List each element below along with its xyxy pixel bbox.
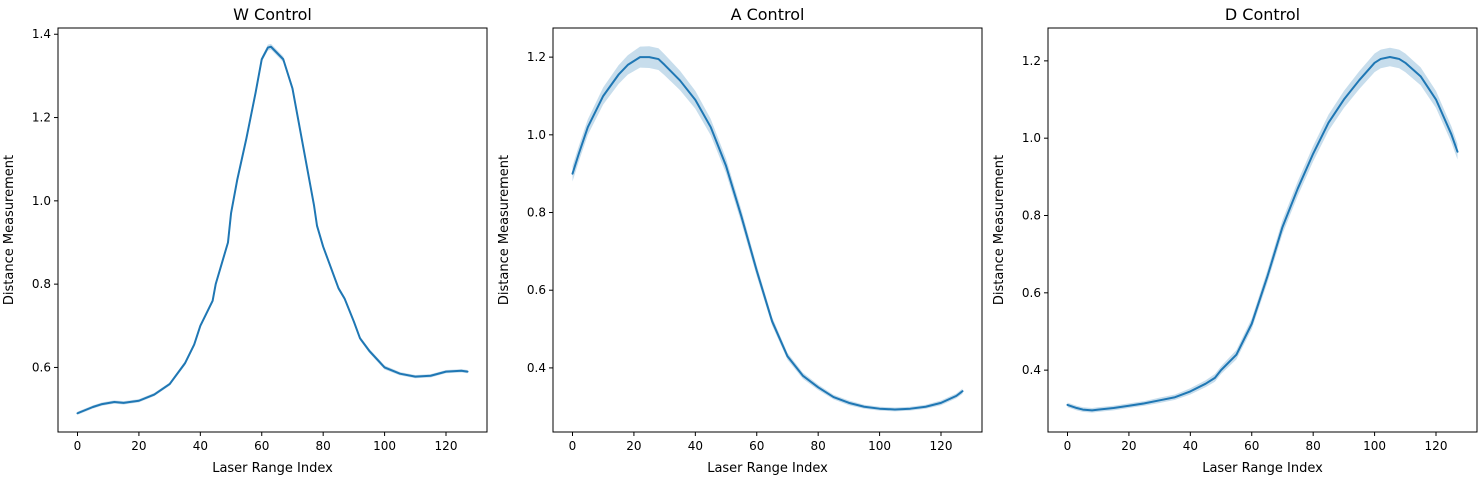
y-tick-label: 1.2 xyxy=(1022,54,1041,68)
x-tick-label: 120 xyxy=(1425,439,1448,453)
chart-title: A Control xyxy=(731,5,805,24)
y-tick-label: 1.0 xyxy=(1022,131,1041,145)
x-tick-label: 80 xyxy=(811,439,826,453)
axes-frame xyxy=(552,27,983,433)
y-tick-label: 0.6 xyxy=(527,283,546,297)
x-tick-label: 0 xyxy=(74,439,82,453)
x-tick-label: 20 xyxy=(131,439,146,453)
chart-panel-2: 0 20 40 60 80 100 120 0.4 0.6 0.8 1.0 1.2 A Control L… xyxy=(497,5,983,476)
axes-frame xyxy=(57,27,488,433)
axes-frame xyxy=(1047,27,1478,433)
x-tick-label: 40 xyxy=(1183,439,1198,453)
x-axis-label: Laser Range Index xyxy=(1202,461,1323,476)
x-tick-label: 60 xyxy=(749,439,764,453)
chart-panel-1: 0 20 40 60 80 100 120 0.6 0.8 1.0 1.2 1.4 W Control L… xyxy=(2,5,488,476)
x-tick-label: 100 xyxy=(1363,439,1386,453)
x-tick-label: 80 xyxy=(1306,439,1321,453)
y-tick-label: 1.2 xyxy=(527,50,546,64)
x-tick-label: 40 xyxy=(193,439,208,453)
x-tick-label: 80 xyxy=(316,439,331,453)
confidence-band xyxy=(572,46,963,412)
y-tick-label: 0.8 xyxy=(32,277,51,291)
x-tick-label: 20 xyxy=(1121,439,1136,453)
x-tick-label: 120 xyxy=(930,439,953,453)
x-tick-label: 100 xyxy=(373,439,396,453)
x-tick-label: 60 xyxy=(1244,439,1259,453)
y-axis-label: Distance Measurement xyxy=(992,155,1007,305)
y-tick-label: 0.6 xyxy=(32,360,51,374)
series-line xyxy=(571,56,964,411)
x-tick-label: 40 xyxy=(688,439,703,453)
y-tick-label: 0.4 xyxy=(527,361,546,375)
x-tick-label: 20 xyxy=(626,439,641,453)
y-tick-label: 0.4 xyxy=(1022,363,1041,377)
y-axis-label: Distance Measurement xyxy=(497,155,512,305)
y-tick-label: 0.6 xyxy=(1022,286,1041,300)
chart-title: W Control xyxy=(233,5,312,24)
series-line xyxy=(76,45,469,415)
x-tick-label: 100 xyxy=(868,439,891,453)
y-tick-label: 1.2 xyxy=(32,111,51,125)
series-line xyxy=(1066,56,1459,412)
y-tick-label: 1.4 xyxy=(32,27,51,41)
x-tick-label: 0 xyxy=(1064,439,1072,453)
y-axis-label: Distance Measurement xyxy=(2,155,17,305)
x-tick-label: 120 xyxy=(435,439,458,453)
y-tick-label: 1.0 xyxy=(527,128,546,142)
x-axis-label: Laser Range Index xyxy=(212,461,333,476)
chart-title: D Control xyxy=(1225,5,1300,24)
chart-panel-3: 0 20 40 60 80 100 120 0.4 0.6 0.8 1.0 1.2 D Control L… xyxy=(992,5,1478,476)
y-tick-label: 0.8 xyxy=(1022,209,1041,223)
x-tick-label: 0 xyxy=(569,439,577,453)
confidence-band xyxy=(77,43,468,415)
x-tick-label: 60 xyxy=(254,439,269,453)
confidence-band xyxy=(1067,47,1458,413)
y-tick-label: 1.0 xyxy=(32,194,51,208)
y-tick-label: 0.8 xyxy=(527,206,546,220)
x-axis-label: Laser Range Index xyxy=(707,461,828,476)
